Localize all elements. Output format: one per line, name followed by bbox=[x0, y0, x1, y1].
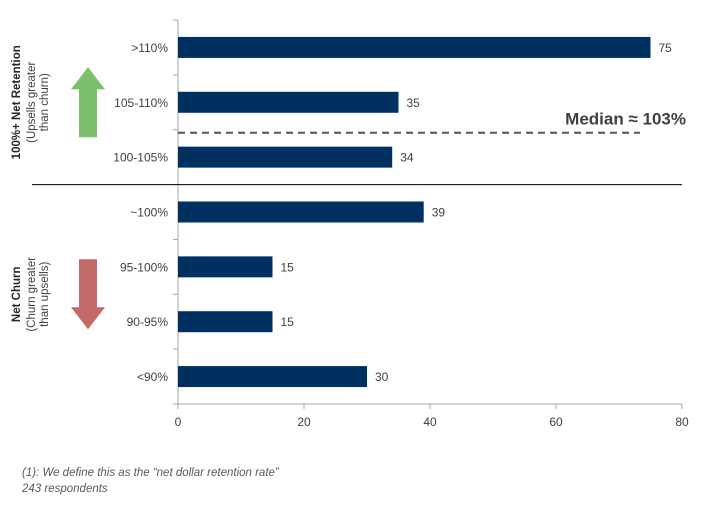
category-label: >110% bbox=[131, 41, 168, 55]
category-label: <90% bbox=[137, 370, 168, 384]
data-label: 35 bbox=[407, 96, 421, 110]
category-label: 95-100% bbox=[120, 260, 168, 274]
x-tick-label: 40 bbox=[423, 415, 437, 429]
category-label: 90-95% bbox=[127, 315, 169, 329]
category-label: ~100% bbox=[130, 206, 168, 220]
retention-group-title: 100%+ Net Retention bbox=[11, 45, 23, 159]
arrow-down-icon bbox=[71, 259, 105, 330]
churn-group-title: Net Churn bbox=[11, 266, 23, 322]
bar bbox=[178, 366, 367, 388]
bar bbox=[178, 91, 399, 113]
data-label: 39 bbox=[432, 206, 446, 220]
churn-group-subtitle: (Churn greater bbox=[26, 257, 38, 332]
bar bbox=[178, 36, 651, 58]
x-tick-label: 60 bbox=[549, 415, 563, 429]
bar bbox=[178, 256, 273, 278]
churn-group-subtitle: than upsells) bbox=[39, 262, 51, 327]
bar bbox=[178, 311, 273, 333]
retention-group-subtitle: (Upsells greater bbox=[26, 62, 38, 143]
data-label: 34 bbox=[400, 151, 414, 165]
data-label: 75 bbox=[659, 41, 673, 55]
bar bbox=[178, 146, 393, 168]
data-label: 15 bbox=[281, 315, 295, 329]
category-label: 100-105% bbox=[113, 151, 168, 165]
arrow-up-icon bbox=[71, 67, 105, 138]
footnote-definition: (1): We define this as the “net dollar r… bbox=[22, 467, 279, 479]
bar bbox=[178, 201, 424, 223]
x-tick-label: 0 bbox=[175, 415, 182, 429]
footnote-respondents: 243 respondents bbox=[22, 483, 108, 495]
median-annotation: Median ≈ 103% bbox=[565, 110, 686, 129]
data-label: 30 bbox=[375, 370, 389, 384]
x-tick-label: 80 bbox=[675, 415, 689, 429]
x-tick-label: 20 bbox=[297, 415, 311, 429]
category-label: 105-110% bbox=[114, 96, 168, 110]
retention-group-subtitle: than churn) bbox=[39, 73, 51, 131]
data-label: 15 bbox=[281, 260, 295, 274]
